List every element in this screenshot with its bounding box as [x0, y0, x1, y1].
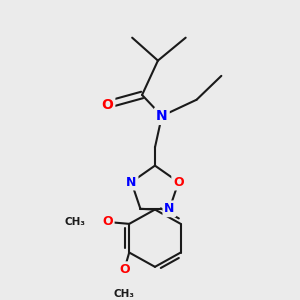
- Text: O: O: [102, 215, 113, 229]
- Text: CH₃: CH₃: [114, 289, 135, 299]
- Text: N: N: [156, 109, 168, 123]
- Text: O: O: [173, 176, 184, 189]
- Text: N: N: [126, 176, 136, 189]
- Text: O: O: [101, 98, 113, 112]
- Text: CH₃: CH₃: [64, 217, 86, 227]
- Text: O: O: [119, 263, 130, 276]
- Text: N: N: [164, 202, 175, 215]
